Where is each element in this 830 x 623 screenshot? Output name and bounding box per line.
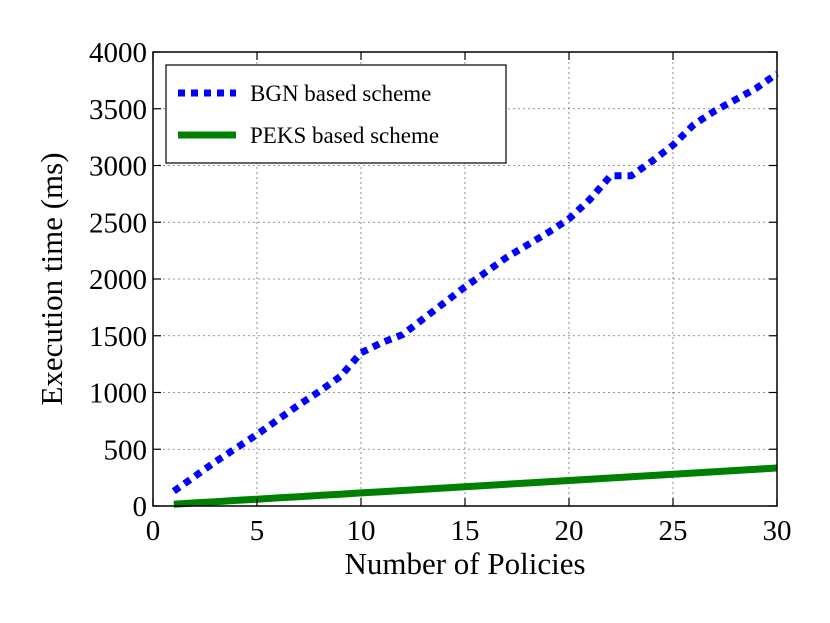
- y-tick-label: 1500: [89, 321, 147, 353]
- x-tick-label: 0: [146, 515, 161, 547]
- y-tick-label: 4000: [89, 37, 147, 69]
- y-tick-label: 3500: [89, 94, 147, 126]
- x-tick-label: 30: [763, 515, 792, 547]
- y-tick-label: 1000: [89, 378, 147, 410]
- series-layer: [171, 70, 780, 508]
- series-line-bgn: [171, 70, 780, 495]
- x-tick-label: 10: [347, 515, 376, 547]
- legend-box: [165, 64, 507, 164]
- y-tick-label: 2000: [89, 264, 147, 296]
- x-axis-label: Number of Policies: [344, 546, 585, 581]
- legend-label-peks: PEKS based scheme: [250, 123, 439, 148]
- y-axis-label: Execution time (ms): [34, 152, 69, 405]
- legend: BGN based scheme PEKS based scheme: [165, 64, 507, 164]
- series-line-peks: [173, 464, 778, 508]
- y-tick-label: 3000: [89, 151, 147, 183]
- x-tick-label: 15: [451, 515, 480, 547]
- legend-label-bgn: BGN based scheme: [250, 81, 431, 106]
- y-tick-label: 500: [104, 434, 148, 466]
- x-tick-label: 5: [250, 515, 265, 547]
- y-tick-label: 0: [133, 491, 148, 523]
- x-tick-label: 25: [659, 515, 688, 547]
- y-tick-label: 2500: [89, 207, 147, 239]
- tick-labels: 0 5 10 15 20 25 30 0 500 1000 1500 2000 2500 3000 3500…: [89, 37, 792, 547]
- x-tick-label: 20: [555, 515, 584, 547]
- ticks: [152, 51, 778, 507]
